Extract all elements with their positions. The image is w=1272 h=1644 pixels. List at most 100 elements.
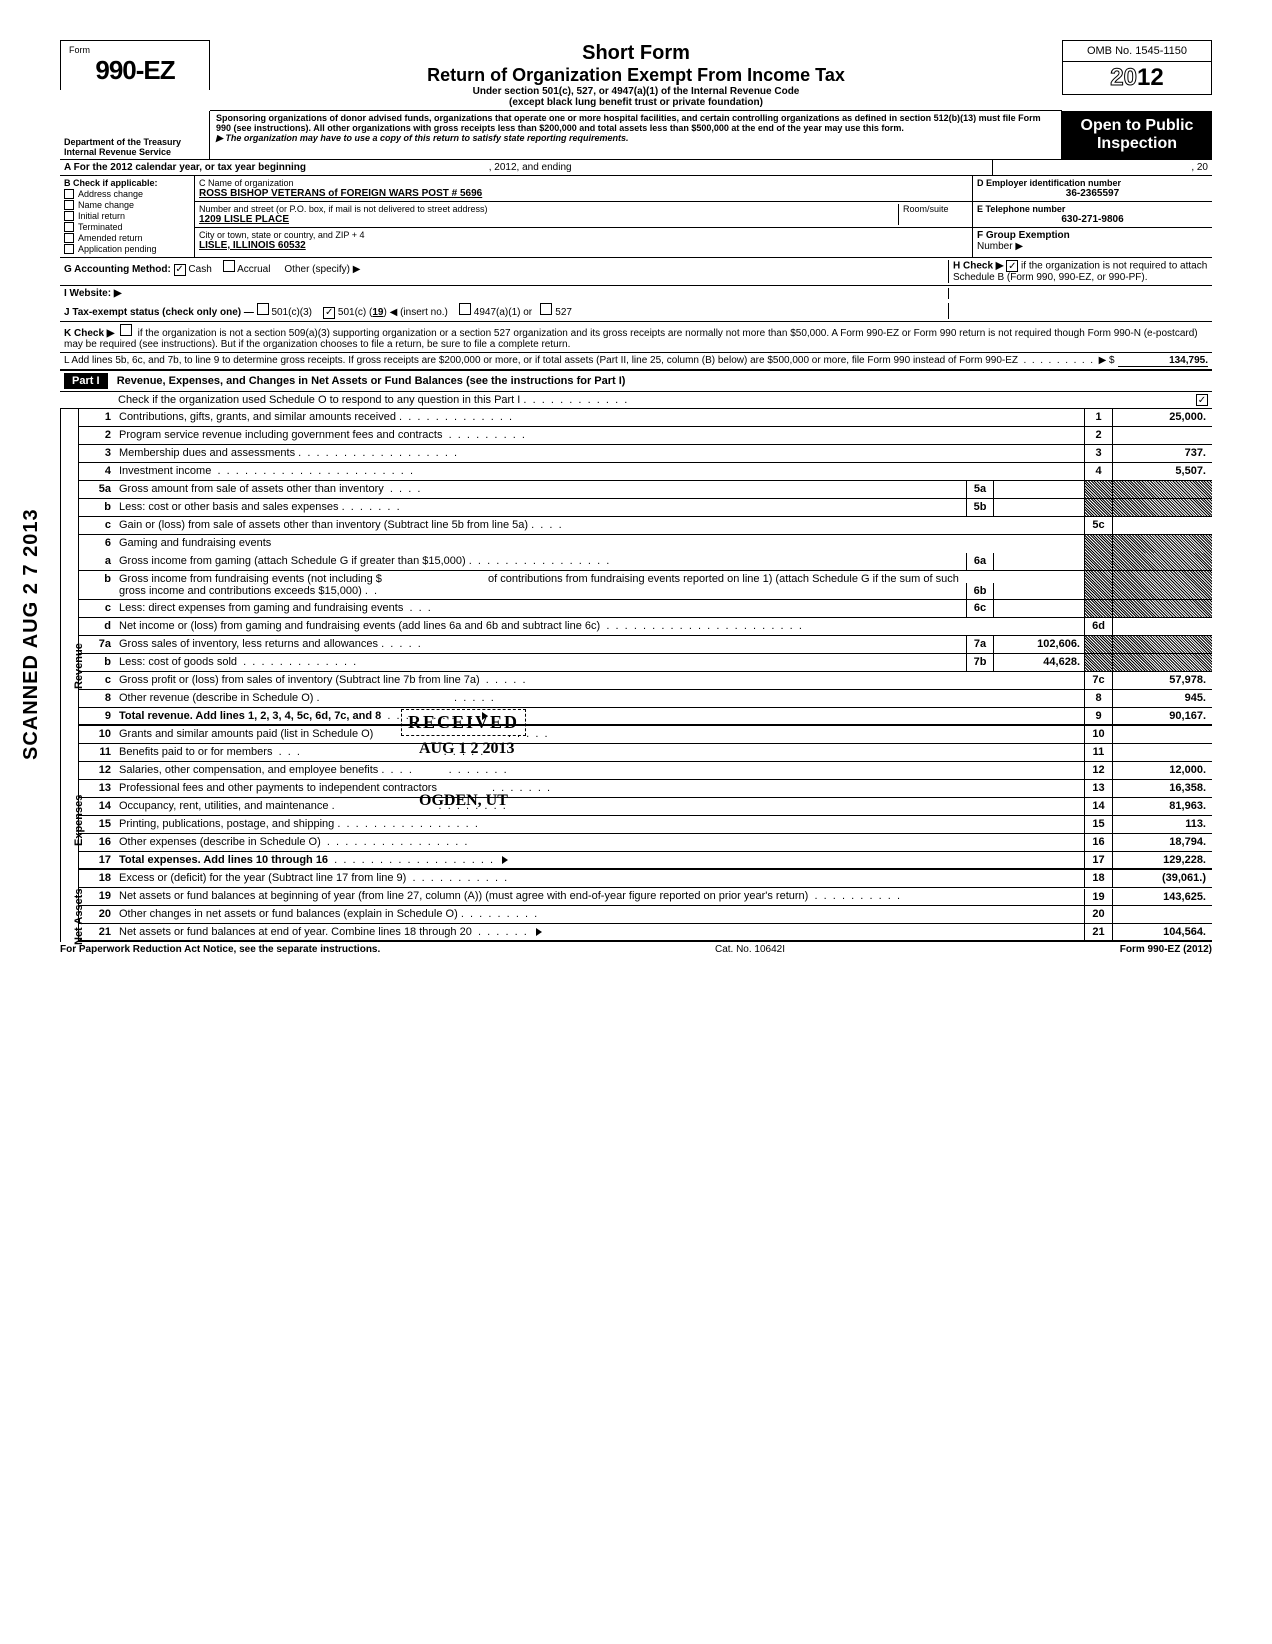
sponsor-text: Sponsoring organizations of donor advise… (216, 113, 1055, 133)
org-address: 1209 LISLE PLACE (199, 214, 898, 225)
line1-amt: 25,000. (1112, 409, 1212, 426)
line12-desc: Salaries, other compensation, and employ… (119, 764, 378, 776)
line15-amt: 113. (1112, 816, 1212, 833)
line6d-amt (1112, 618, 1212, 635)
line3-amt: 737. (1112, 445, 1212, 462)
line5a-mini: 5a (966, 481, 994, 498)
chk-501c[interactable]: ✓ (323, 307, 335, 319)
lbl-pending: Application pending (78, 244, 157, 254)
gross-receipts-amount: 134,795. (1118, 355, 1208, 367)
line6a-miniamt (994, 553, 1084, 570)
line7b-desc: Less: cost of goods sold (119, 656, 237, 668)
chk-4947[interactable] (459, 303, 471, 315)
E-label: E Telephone number (977, 204, 1208, 214)
form-number: 990-EZ (69, 55, 201, 86)
line5c-desc: Gain or (loss) from sale of assets other… (119, 519, 528, 531)
chk-accrual[interactable] (223, 260, 235, 272)
department-label: Department of the Treasury Internal Reve… (60, 111, 210, 159)
line13-amt: 16,358. (1112, 780, 1212, 797)
A-label-left: A For the 2012 calendar year, or tax yea… (64, 162, 306, 173)
row-L: L Add lines 5b, 6c, and 7b, to line 9 to… (60, 353, 1212, 371)
line7a-desc: Gross sales of inventory, less returns a… (119, 638, 378, 650)
line1-desc: Contributions, gifts, grants, and simila… (119, 411, 396, 423)
line7c-amt: 57,978. (1112, 672, 1212, 689)
line6-desc: Gaming and fundraising events (115, 535, 1084, 553)
omb-number: OMB No. 1545-1150 (1063, 41, 1211, 62)
lbl-501c3: 501(c)(3) (271, 307, 312, 318)
line16-amt: 18,794. (1112, 834, 1212, 851)
header-row-2: Department of the Treasury Internal Reve… (60, 111, 1212, 160)
lbl-terminated: Terminated (78, 222, 123, 232)
title-short-form: Short Form (216, 42, 1056, 65)
line7b-miniamt: 44,628. (994, 654, 1084, 671)
line6c-mini: 6c (966, 600, 994, 617)
F-label: F Group Exemption (977, 230, 1070, 241)
year-bold: 12 (1137, 64, 1164, 91)
line5a-desc: Gross amount from sale of assets other t… (119, 483, 384, 495)
line11-amt (1112, 744, 1212, 761)
chk-address-change[interactable] (64, 189, 74, 199)
line12-amt: 12,000. (1112, 762, 1212, 779)
year-prefix: 20 (1110, 64, 1137, 91)
title-return: Return of Organization Exempt From Incom… (216, 65, 1056, 86)
chk-527[interactable] (540, 303, 552, 315)
line5b-miniamt (994, 499, 1084, 516)
lbl-accrual: Accrual (237, 264, 270, 275)
lbl-4947: 4947(a)(1) or (474, 307, 532, 318)
B-label: B Check if applicable: (64, 178, 190, 188)
C-label: C Name of organization (199, 178, 968, 188)
lbl-address-change: Address change (78, 189, 143, 199)
revenue-section: Revenue 1Contributions, gifts, grants, a… (60, 409, 1212, 726)
lbl-501c-open: 501(c) ( (338, 307, 372, 318)
line9-amt: 90,167. (1112, 708, 1212, 724)
lbl-initial-return: Initial return (78, 211, 125, 221)
phone-value: 630-271-9806 (977, 214, 1208, 225)
chk-501c3[interactable] (257, 303, 269, 315)
chk-sched-o[interactable]: ✓ (1196, 394, 1208, 406)
line18-amt: (39,061.) (1112, 870, 1212, 887)
chk-cash[interactable]: ✓ (174, 264, 186, 276)
line5b-mini: 5b (966, 499, 994, 516)
row-J: J Tax-exempt status (check only one) — 5… (60, 301, 1212, 322)
chk-initial-return[interactable] (64, 211, 74, 221)
line17-desc: Total expenses. Add lines 10 through 16 (119, 854, 328, 866)
line9-desc: Total revenue. Add lines 1, 2, 3, 4, 5c,… (119, 710, 381, 722)
revenue-label: Revenue (73, 643, 85, 689)
line7a-mini: 7a (966, 636, 994, 653)
chk-amended[interactable] (64, 233, 74, 243)
chk-K[interactable] (120, 324, 132, 336)
line7a-miniamt: 102,606. (994, 636, 1084, 653)
A-label-mid: , 2012, and ending (489, 162, 572, 173)
line6d-desc: Net income or (loss) from gaming and fun… (119, 620, 600, 632)
lbl-501c-no: 19 (372, 307, 383, 318)
expenses-section: Expenses 10Grants and similar amounts pa… (60, 726, 1212, 870)
line19-amt: 143,625. (1112, 889, 1212, 905)
org-name: ROSS BISHOP VETERANS of FOREIGN WARS POS… (199, 188, 968, 199)
line21-amt: 104,564. (1112, 924, 1212, 940)
H-label: H Check ▶ (953, 261, 1003, 272)
net-assets-label: Net Assets (73, 889, 85, 945)
chk-pending[interactable] (64, 244, 74, 254)
line15-desc: Printing, publications, postage, and shi… (119, 818, 334, 830)
addr-label: Number and street (or P.O. box, if mail … (199, 204, 898, 214)
chk-name-change[interactable] (64, 200, 74, 210)
K-label: K Check ▶ (64, 328, 114, 339)
J-label: J Tax-exempt status (check only one) — (64, 307, 254, 318)
G-label: G Accounting Method: (64, 264, 171, 275)
lbl-name-change: Name change (78, 200, 134, 210)
chk-H[interactable]: ✓ (1006, 260, 1018, 272)
line13-desc: Professional fees and other payments to … (119, 782, 437, 794)
I-label: I Website: ▶ (64, 288, 122, 299)
line6c-desc: Less: direct expenses from gaming and fu… (119, 602, 403, 614)
line6b-miniamt (994, 571, 1084, 599)
K-text: if the organization is not a section 509… (64, 328, 1198, 350)
line5c-amt (1112, 517, 1212, 534)
line4-amt: 5,507. (1112, 463, 1212, 480)
entity-grid: B Check if applicable: Address change Na… (60, 176, 1212, 258)
D-label: D Employer identification number (977, 178, 1208, 188)
line8-desc: Other revenue (describe in Schedule O) (119, 692, 313, 704)
net-assets-section: Net Assets 18Excess or (deficit) for the… (60, 870, 1212, 942)
chk-terminated[interactable] (64, 222, 74, 232)
row-K: K Check ▶ if the organization is not a s… (60, 322, 1212, 353)
room-label: Room/suite (898, 204, 968, 225)
